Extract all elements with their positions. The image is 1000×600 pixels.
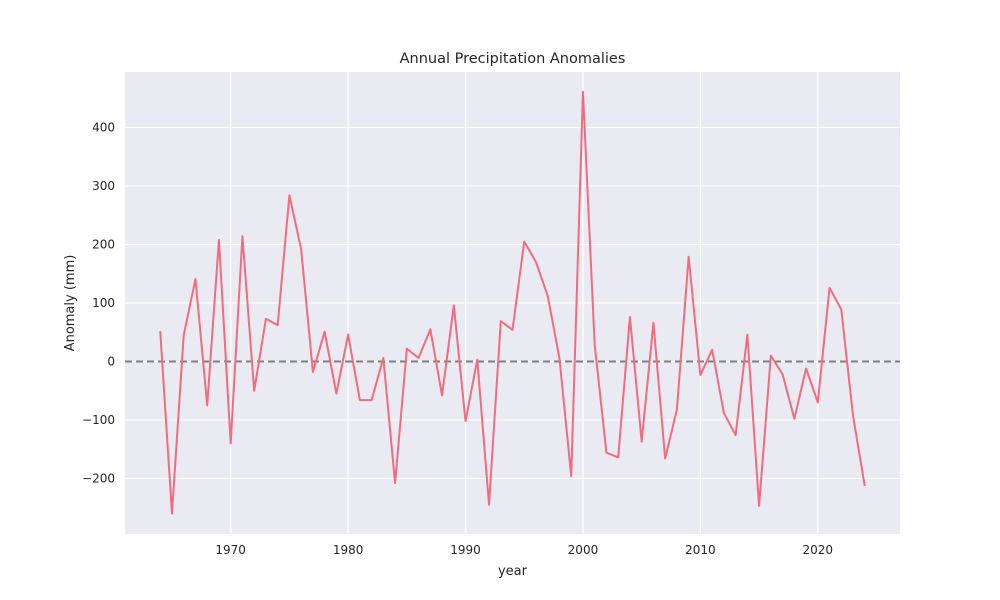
x-axis-tick-labels: 1970 1980 1990 2000 2010 2020 — [215, 543, 833, 557]
chart-title: Annual Precipitation Anomalies — [400, 51, 626, 67]
x-tick-label: 2020 — [803, 543, 834, 557]
y-tick-label: 400 — [92, 121, 115, 135]
x-tick-label: 1970 — [215, 543, 246, 557]
x-tick-label: 1990 — [450, 543, 481, 557]
y-tick-label: 200 — [92, 238, 115, 252]
y-tick-label: −100 — [82, 413, 115, 427]
y-axis-tick-labels: −200 −100 0 100 200 300 400 — [82, 121, 115, 486]
y-tick-label: 100 — [92, 296, 115, 310]
x-tick-label: 2010 — [685, 543, 716, 557]
y-tick-label: −200 — [82, 471, 115, 485]
y-tick-label: 300 — [92, 179, 115, 193]
x-tick-label: 1980 — [333, 543, 364, 557]
x-axis-label: year — [498, 564, 528, 579]
y-axis-label: Anomaly (mm) — [63, 255, 78, 352]
y-tick-label: 0 — [107, 354, 115, 368]
series-line — [159, 90, 866, 515]
x-tick-label: 2000 — [568, 543, 599, 557]
